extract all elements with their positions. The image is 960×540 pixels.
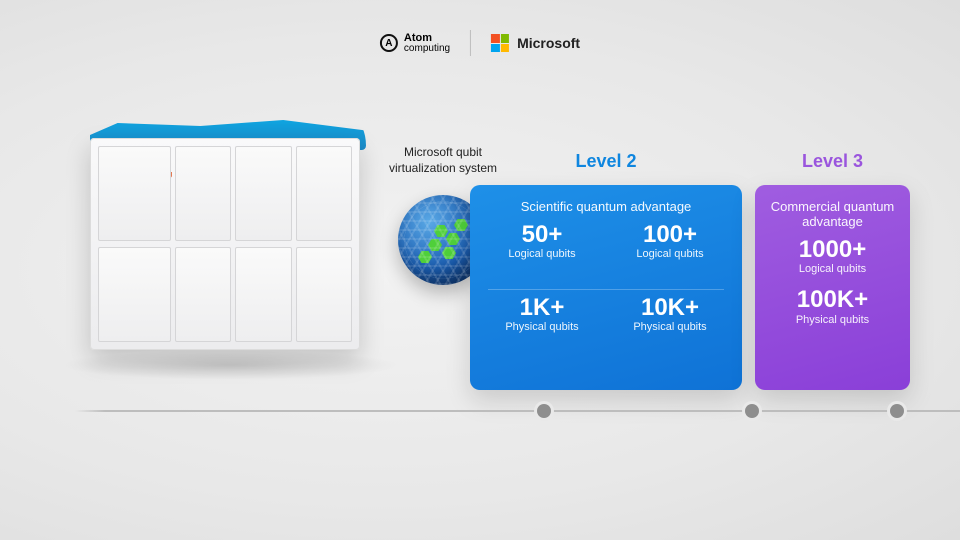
stat-label: Logical qubits	[610, 248, 730, 260]
atom-logo-line1: Atom	[404, 32, 432, 44]
level3-title: Level 3	[755, 151, 910, 172]
level2-subtitle: Scientific quantum advantage	[470, 185, 742, 222]
level3-subtitle: Commercial quantum advantage	[755, 185, 910, 237]
level2-stat: 50+ Logical qubits	[482, 222, 602, 283]
stat-value: 1K+	[482, 295, 602, 321]
atom-logo-text: Atom computing	[404, 33, 450, 54]
machine-body: atom computing	[90, 138, 360, 350]
stat-label: Logical qubits	[482, 248, 602, 260]
level2-stat: 100+ Logical qubits	[610, 222, 730, 283]
stat-value: 10K+	[610, 295, 730, 321]
stat-label: Physical qubits	[767, 314, 898, 326]
quantum-machine: atom computing	[90, 120, 360, 350]
level3-stats: 1000+ Logical qubits 100K+ Physical qubi…	[755, 237, 910, 342]
stat-value: 100+	[610, 222, 730, 248]
microsoft-logo: Microsoft	[491, 34, 580, 52]
machine-doors	[98, 146, 352, 342]
microsoft-grid-icon	[491, 34, 509, 52]
level3-stat: 1000+ Logical qubits	[767, 237, 898, 275]
atom-computing-logo: A Atom computing	[380, 33, 450, 54]
header-logos: A Atom computing Microsoft	[380, 30, 580, 56]
level3-stat: 100K+ Physical qubits	[767, 287, 898, 325]
stat-value: 50+	[482, 222, 602, 248]
level2-stat: 1K+ Physical qubits	[482, 295, 602, 356]
microsoft-logo-text: Microsoft	[517, 35, 580, 51]
level2-card: Level 2 Scientific quantum advantage 50+…	[470, 185, 742, 390]
stat-label: Logical qubits	[767, 263, 898, 275]
level2-divider	[488, 289, 724, 290]
atom-logo-line2: computing	[404, 44, 450, 54]
level2-stat: 10K+ Physical qubits	[610, 295, 730, 356]
level3-card: Level 3 Commercial quantum advantage 100…	[755, 185, 910, 390]
timeline-dot	[745, 404, 759, 418]
stat-label: Physical qubits	[610, 321, 730, 333]
machine-shadow	[60, 350, 400, 380]
timeline-line	[75, 410, 960, 412]
stat-value: 100K+	[767, 287, 898, 313]
timeline-dot	[537, 404, 551, 418]
level2-title: Level 2	[470, 151, 742, 172]
atom-mark-icon: A	[380, 34, 398, 52]
stat-value: 1000+	[767, 237, 898, 263]
timeline-dot	[890, 404, 904, 418]
stat-label: Physical qubits	[482, 321, 602, 333]
level2-stats: 50+ Logical qubits 100+ Logical qubits 1…	[470, 222, 742, 372]
logo-divider	[470, 30, 471, 56]
